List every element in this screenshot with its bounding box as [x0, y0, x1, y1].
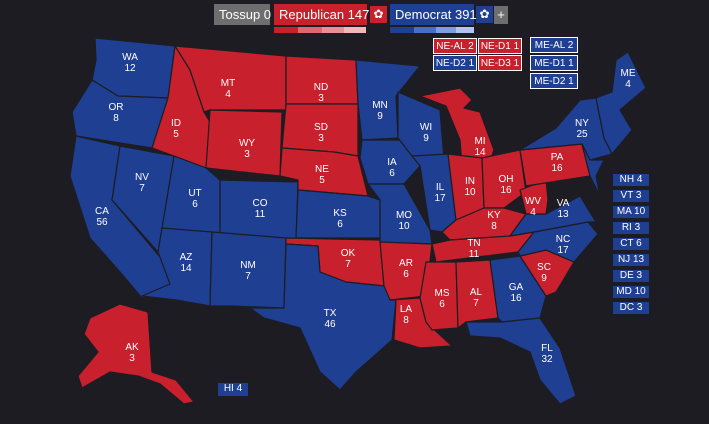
small-state-ri[interactable]: RI 3 — [613, 222, 649, 234]
rep-tilt-bar — [344, 27, 366, 33]
democrat-settings-gear-icon[interactable]: ✿ — [476, 6, 493, 23]
results-bar: Tossup 0 Republican 147 ✿ Democrat 391 ✿… — [0, 2, 709, 34]
me-al-box[interactable]: ME-AL 2 — [530, 37, 578, 53]
state-al[interactable] — [455, 259, 499, 329]
state-co[interactable] — [219, 179, 299, 241]
state-nd[interactable] — [285, 55, 359, 105]
state-tx[interactable] — [249, 243, 397, 391]
me-d1-box[interactable]: ME-D1 1 — [530, 55, 578, 71]
small-state-dc[interactable]: DC 3 — [613, 302, 649, 314]
state-wy[interactable] — [205, 109, 283, 177]
state-new-england[interactable] — [595, 51, 647, 155]
small-state-ct[interactable]: CT 6 — [613, 238, 649, 250]
state-ms[interactable] — [419, 261, 459, 331]
republican-total-button[interactable]: Republican 147 — [274, 4, 369, 25]
state-ar[interactable] — [379, 241, 433, 301]
small-state-de[interactable]: DE 3 — [613, 270, 649, 282]
state-fl[interactable] — [465, 317, 577, 405]
state-ks[interactable] — [295, 189, 381, 239]
state-mi[interactable] — [419, 87, 495, 167]
ne-d1-box[interactable]: NE-D1 1 — [478, 38, 522, 54]
rep-likely-bar — [298, 27, 322, 33]
ne-d3-box[interactable]: NE-D3 1 — [478, 55, 522, 71]
small-state-nh[interactable]: NH 4 — [613, 174, 649, 186]
tossup-total-button[interactable]: Tossup 0 — [214, 4, 271, 25]
small-state-vt[interactable]: VT 3 — [613, 190, 649, 202]
state-nm[interactable] — [209, 231, 287, 309]
republican-settings-gear-icon[interactable]: ✿ — [370, 6, 387, 23]
me-d2-box[interactable]: ME-D2 1 — [530, 73, 578, 89]
state-oh[interactable] — [481, 149, 527, 209]
add-candidate-button[interactable]: + — [494, 6, 508, 24]
small-state-nj[interactable]: NJ 13 — [613, 254, 649, 266]
state-hi-box[interactable]: HI 4 — [218, 383, 248, 396]
rep-lean-bar — [322, 27, 344, 33]
democrat-total-button[interactable]: Democrat 391 — [390, 4, 477, 25]
dem-lean-bar — [436, 27, 456, 33]
state-sd[interactable] — [281, 103, 359, 157]
small-state-md[interactable]: MD 10 — [613, 286, 649, 298]
rep-safe-bar — [274, 27, 298, 33]
dem-likely-bar — [414, 27, 436, 33]
ne-d2-box[interactable]: NE-D2 1 — [433, 55, 477, 71]
state-pa[interactable] — [519, 143, 591, 187]
ne-al-box[interactable]: NE-AL 2 — [433, 38, 477, 54]
dem-safe-bar — [390, 27, 414, 33]
dem-tilt-bar — [456, 27, 474, 33]
state-ak[interactable] — [77, 303, 195, 405]
state-mid-atlantic[interactable] — [581, 143, 605, 197]
small-state-ma[interactable]: MA 10 — [613, 206, 649, 218]
